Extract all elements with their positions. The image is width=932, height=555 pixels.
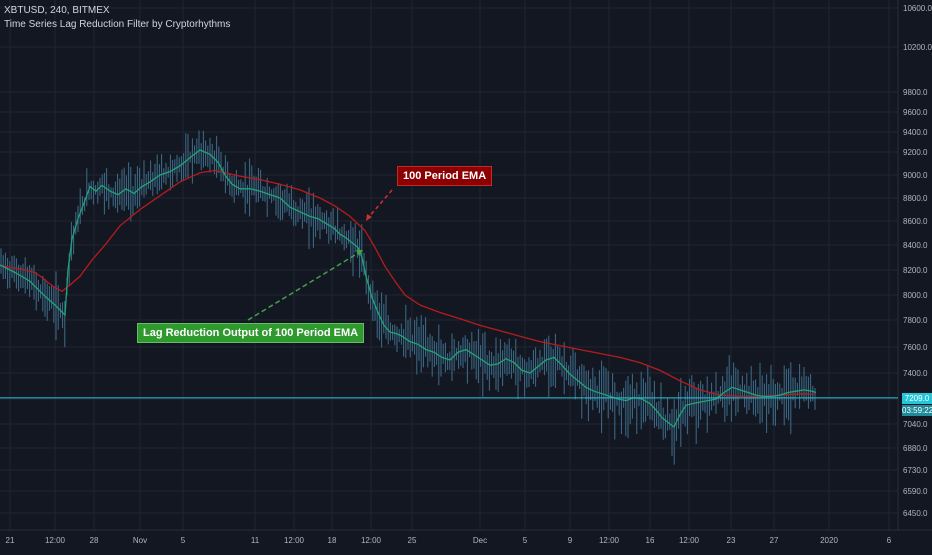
lag-filter-line bbox=[0, 149, 817, 429]
time-tick-label: 28 bbox=[90, 536, 99, 545]
price-tick-label: 9800.0 bbox=[903, 88, 928, 97]
time-tick-label: 12:00 bbox=[361, 536, 382, 545]
price-tick-label: 6880.0 bbox=[903, 444, 928, 453]
ema-arrow-head bbox=[366, 214, 372, 221]
price-tick-label: 8000.0 bbox=[903, 291, 928, 300]
price-tick-label: 6730.0 bbox=[903, 466, 928, 475]
price-tick-label: 8800.0 bbox=[903, 194, 928, 203]
time-tick-label: 11 bbox=[251, 536, 260, 545]
time-tick-label: 5 bbox=[523, 536, 528, 545]
price-tick-label: 7800.0 bbox=[903, 316, 928, 325]
lag-annotation-label: Lag Reduction Output of 100 Period EMA bbox=[137, 323, 365, 343]
price-tick-label: 8400.0 bbox=[903, 241, 928, 250]
time-tick-label: 21 bbox=[6, 536, 15, 545]
time-tick-label: 25 bbox=[408, 536, 417, 545]
price-tick-label: 10600.0 bbox=[903, 4, 932, 13]
time-tick-label: Nov bbox=[133, 536, 147, 545]
price-tick-label: 8600.0 bbox=[903, 217, 928, 226]
indicator-title[interactable]: Time Series Lag Reduction Filter by Cryp… bbox=[4, 19, 231, 30]
price-tick-label: 6590.0 bbox=[903, 487, 928, 496]
price-tick-label: 9400.0 bbox=[903, 128, 928, 137]
last-price-badge: 7209.0 bbox=[902, 393, 932, 404]
price-tick-label: 9200.0 bbox=[903, 148, 928, 157]
price-tick-label: 10200.0 bbox=[903, 43, 932, 52]
price-tick-label: 8200.0 bbox=[903, 266, 928, 275]
price-tick-label: 9600.0 bbox=[903, 108, 928, 117]
time-tick-label: 12:00 bbox=[284, 536, 305, 545]
ema-annotation-label: 100 Period EMA bbox=[397, 166, 493, 186]
time-tick-label: Dec bbox=[473, 536, 487, 545]
price-tick-label: 7400.0 bbox=[903, 369, 928, 378]
lag-annotation-arrow bbox=[247, 251, 361, 321]
time-tick-label: 9 bbox=[568, 536, 573, 545]
ema-annotation-arrow bbox=[367, 189, 393, 219]
price-tick-label: 7600.0 bbox=[903, 343, 928, 352]
indicator-lines bbox=[0, 149, 817, 429]
time-tick-label: 16 bbox=[646, 536, 655, 545]
time-tick-label: 27 bbox=[770, 536, 779, 545]
time-tick-label: 6 bbox=[887, 536, 892, 545]
time-tick-label: 18 bbox=[328, 536, 337, 545]
bar-countdown-badge: 03:59:22 bbox=[902, 405, 932, 416]
time-tick-label: 5 bbox=[181, 536, 186, 545]
price-tick-label: 9000.0 bbox=[903, 171, 928, 180]
symbol-title[interactable]: XBTUSD, 240, BITMEX bbox=[4, 5, 110, 16]
price-tick-label: 7040.0 bbox=[903, 420, 928, 429]
time-tick-label: 2020 bbox=[820, 536, 838, 545]
time-axis[interactable]: 21 12:00 28 Nov 5 11 12:00 18 12:00 25 Dec 5 9 12:00 1… bbox=[6, 536, 892, 545]
time-tick-label: 12:00 bbox=[45, 536, 66, 545]
ema-line bbox=[0, 169, 816, 398]
price-tick-label: 6450.0 bbox=[903, 509, 928, 518]
time-tick-label: 23 bbox=[727, 536, 736, 545]
time-tick-label: 12:00 bbox=[679, 536, 700, 545]
lag-arrow-head bbox=[356, 250, 363, 256]
time-tick-label: 12:00 bbox=[599, 536, 620, 545]
